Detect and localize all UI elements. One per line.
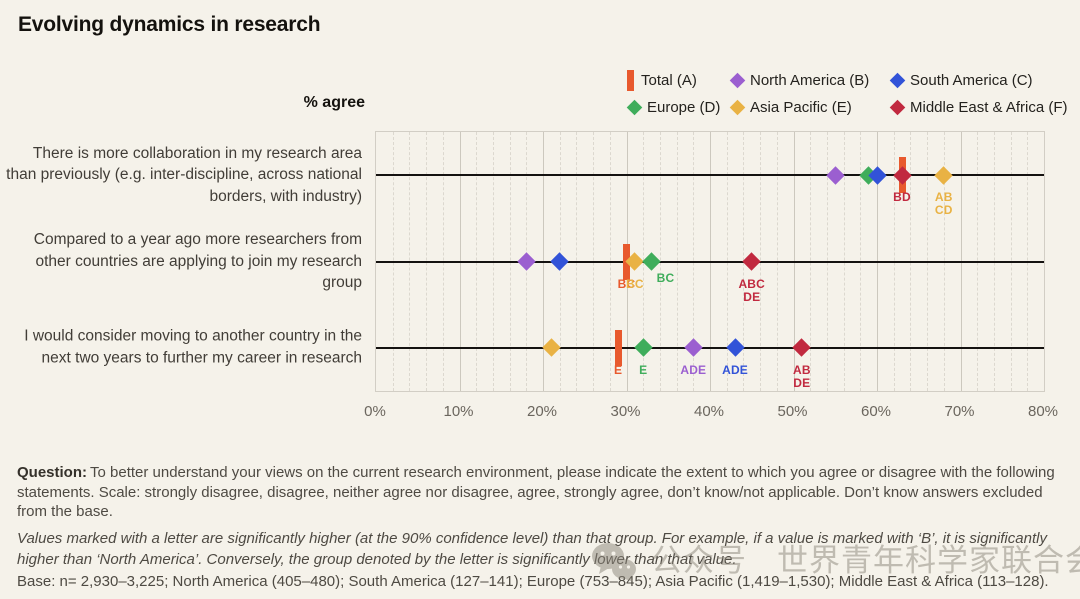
marker-diamond-asia-pacific	[542, 338, 561, 358]
marker-diamond-north-america	[826, 165, 845, 185]
legend-item-north-america: North America (B)	[729, 70, 890, 90]
statement-baseline	[376, 174, 1044, 177]
legend-label: North America (B)	[750, 71, 870, 89]
base-note: Base: n= 2,930–3,225; North America (405…	[17, 573, 1049, 590]
marker-diamond-north-america	[684, 338, 703, 358]
significance-label: BC	[617, 276, 636, 291]
statement-label: Compared to a year ago more researchers …	[33, 230, 362, 291]
legend-item-asia-pacific: Asia Pacific (E)	[729, 97, 890, 117]
legend-item-south-america: South America (C)	[889, 70, 1068, 90]
legend-bar-icon	[627, 69, 634, 91]
legend-item-middle-east-africa: Middle East & Africa (F)	[889, 97, 1068, 117]
legend-label: Middle East & Africa (F)	[910, 98, 1068, 116]
marker-diamond-south-america	[550, 252, 569, 271]
x-tick-label: 70%	[944, 403, 975, 420]
x-tick-label: 40%	[693, 403, 725, 420]
legend-label: Europe (D)	[647, 98, 721, 116]
marker-diamond-middle-east-africa	[742, 252, 761, 271]
x-tick-label: 10%	[443, 403, 474, 420]
statement-baseline	[376, 260, 1044, 263]
legend-item-europe: Europe (D)	[626, 97, 730, 117]
x-tick-label: 50%	[777, 403, 808, 420]
marker-diamond-europe	[633, 338, 653, 358]
marker-diamond-middle-east-africa	[892, 165, 912, 185]
legend-diamond-icon	[889, 99, 906, 115]
legend-diamond-icon	[889, 72, 906, 88]
x-tick-label: 20%	[526, 403, 558, 420]
x-tick-label: 60%	[860, 403, 892, 420]
x-axis-title: % agree	[303, 94, 365, 111]
plot-area: AB CD BD BC BC BC ABC DE E E ADE ADE AB DE	[375, 131, 1045, 392]
question-label: Question:	[17, 464, 87, 481]
marker-diamond-north-america	[517, 252, 536, 271]
question-note: Question: To better understand your views…	[17, 463, 1065, 522]
marker-diamond-south-america	[725, 338, 745, 358]
marker-diamond-middle-east-africa	[792, 338, 812, 358]
page-title: Evolving dynamics in research	[18, 13, 321, 36]
x-tick-label: 30%	[610, 403, 641, 420]
x-tick-label: 0%	[364, 403, 386, 420]
significance-note: Values marked with a letter are signific…	[17, 530, 1047, 568]
significance-label: BC	[656, 270, 675, 285]
significance-label: ADE	[722, 362, 749, 377]
statement-label: There is more collaboration in my resear…	[6, 144, 362, 205]
legend-label: South America (C)	[910, 71, 1033, 89]
significance-label: ABC DE	[738, 276, 766, 304]
legend-item-total: Total (A)	[627, 69, 730, 91]
legend-diamond-icon	[729, 72, 746, 88]
statement-baseline	[376, 346, 1044, 349]
legend-label: Asia Pacific (E)	[750, 98, 852, 116]
legend-diamond-icon	[729, 99, 746, 115]
significance-label: E	[639, 362, 648, 377]
marker-diamond-asia-pacific	[934, 165, 953, 185]
statement-label: I would consider moving to another count…	[24, 327, 362, 367]
legend-label: Total (A)	[641, 71, 697, 89]
x-axis: 0% 10% 20% 30% 40% 50% 60% 70% 80%	[364, 403, 1058, 423]
x-tick-label: 80%	[1027, 403, 1059, 420]
marker-bar-total	[614, 329, 622, 366]
significance-label: E	[614, 362, 623, 377]
row-labels: There is more collaboration in my resear…	[0, 131, 362, 392]
question-text: To better understand your views on the c…	[17, 464, 1055, 520]
significance-label: ADE	[680, 362, 707, 377]
significance-label: BD	[893, 190, 911, 205]
marker-diamond-europe	[642, 252, 661, 271]
significance-label: AB DE	[792, 362, 811, 390]
significance-label: AB CD	[934, 190, 953, 218]
legend-diamond-icon	[626, 99, 643, 115]
chart-legend: Total (A) North America (B) South America …	[626, 69, 1068, 117]
significance-label: BC	[625, 276, 644, 291]
